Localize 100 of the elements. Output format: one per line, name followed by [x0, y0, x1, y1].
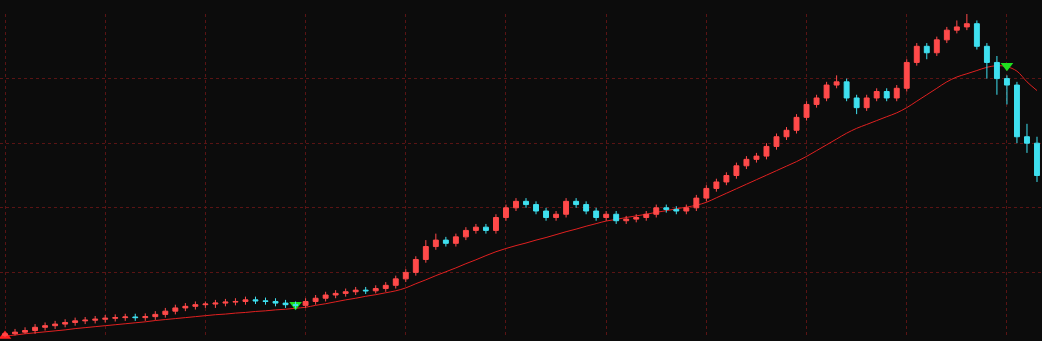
candlestick — [553, 210, 560, 222]
candlestick — [82, 316, 89, 325]
candlestick — [853, 94, 860, 115]
candlestick — [52, 320, 59, 330]
candlestick — [903, 58, 910, 93]
candlestick — [232, 297, 239, 306]
candlestick — [242, 296, 249, 306]
candlestick — [493, 213, 499, 235]
candlestick — [643, 210, 650, 222]
candlestick — [793, 113, 800, 135]
candlestick — [893, 84, 900, 102]
candlestick — [743, 155, 750, 170]
candlestick — [993, 55, 1000, 96]
candlestick — [823, 81, 830, 102]
candlestick — [973, 19, 980, 51]
candlestick — [503, 204, 509, 222]
candlestick — [2, 331, 8, 337]
candlestick — [693, 194, 700, 212]
candlestick — [1003, 74, 1010, 105]
candlestick — [442, 236, 449, 248]
candlestick — [342, 288, 349, 298]
candlestick — [533, 200, 539, 215]
candlestick — [42, 321, 49, 332]
candlestick — [813, 94, 820, 109]
candlestick — [733, 162, 740, 180]
candlestick — [953, 19, 960, 34]
candlestick — [472, 223, 479, 235]
candlestick — [753, 152, 760, 164]
candlestick — [382, 281, 389, 293]
candlestick — [1014, 81, 1020, 144]
candlestick — [482, 223, 489, 235]
candlestick — [452, 233, 459, 248]
candlestick — [372, 284, 379, 294]
candlestick — [623, 215, 630, 225]
candlestick — [462, 226, 469, 241]
candlestick — [122, 313, 129, 322]
candlestick — [412, 255, 419, 277]
candlestick — [703, 184, 710, 202]
candlestick — [312, 294, 319, 306]
candlestick — [142, 312, 149, 322]
candlestick — [673, 205, 680, 215]
candlestick — [282, 299, 289, 309]
candlestick — [883, 87, 890, 102]
candlestick — [863, 94, 870, 112]
candlestick — [983, 42, 990, 80]
candlestick — [62, 318, 69, 328]
candlestick — [873, 87, 880, 102]
candlestick — [172, 304, 179, 315]
candlestick — [523, 197, 529, 209]
candlestick — [192, 300, 199, 311]
candlestick — [22, 326, 28, 335]
candlestick — [543, 207, 549, 222]
candlestick — [563, 197, 570, 218]
candlestick — [12, 328, 18, 336]
candlestick — [392, 275, 399, 290]
candlestick — [763, 142, 770, 160]
candlestick — [332, 289, 339, 299]
candlestick — [773, 133, 780, 151]
candlestick — [222, 298, 229, 307]
candlestick — [603, 210, 610, 222]
candlestick — [933, 36, 940, 57]
candlestick — [432, 233, 439, 251]
candlestick — [252, 296, 259, 305]
candlestick — [352, 286, 359, 296]
candlestick — [653, 204, 660, 218]
candlestick — [633, 213, 640, 223]
candlestick — [923, 42, 930, 60]
candlestick — [833, 74, 840, 89]
candlestick — [1024, 123, 1030, 154]
candlestick — [322, 291, 329, 302]
candlestick — [843, 78, 850, 102]
candlestick — [803, 100, 810, 122]
candlestick — [613, 210, 620, 225]
candlestick — [913, 42, 920, 67]
candlestick — [72, 317, 79, 327]
candlestick — [713, 178, 720, 193]
candlestick — [683, 204, 690, 215]
candlestick — [102, 314, 109, 323]
candlestick — [783, 126, 790, 141]
candlestick — [422, 239, 429, 264]
candlestick — [593, 207, 600, 222]
candlestick — [262, 297, 269, 306]
candlestick — [663, 204, 670, 214]
candlestick — [182, 302, 189, 312]
candlestick — [112, 313, 119, 322]
candlestick — [1034, 136, 1040, 183]
candlestick — [152, 310, 159, 321]
candlestick — [212, 299, 219, 309]
candlestick — [302, 297, 309, 309]
candlestick — [573, 197, 580, 209]
candlestick — [132, 313, 139, 322]
candlestick — [162, 307, 169, 319]
candlestick — [583, 200, 590, 215]
candlestick — [513, 197, 519, 212]
candlestick — [32, 323, 39, 335]
candlestick — [272, 297, 279, 307]
candlestick — [943, 26, 950, 44]
candlestick — [92, 315, 99, 324]
candlestick — [402, 268, 409, 283]
candlestick — [723, 171, 730, 186]
